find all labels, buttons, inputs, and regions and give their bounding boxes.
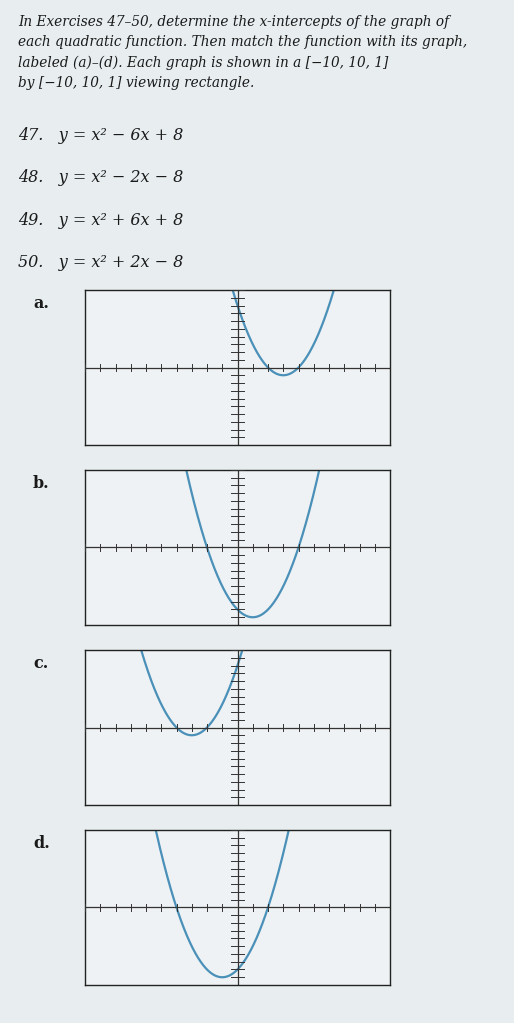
Text: 50.   y = x² + 2x − 8: 50. y = x² + 2x − 8 <box>18 255 183 271</box>
Text: d.: d. <box>33 835 50 852</box>
Text: b.: b. <box>33 475 50 492</box>
Text: 48.   y = x² − 2x − 8: 48. y = x² − 2x − 8 <box>18 170 183 186</box>
Text: a.: a. <box>33 295 49 312</box>
Text: 47.   y = x² − 6x + 8: 47. y = x² − 6x + 8 <box>18 127 183 144</box>
Text: In Exercises 47–50, determine the x-intercepts of the graph of
each quadratic fu: In Exercises 47–50, determine the x-inte… <box>18 15 467 90</box>
Text: c.: c. <box>33 655 48 672</box>
Text: 49.   y = x² + 6x + 8: 49. y = x² + 6x + 8 <box>18 212 183 229</box>
